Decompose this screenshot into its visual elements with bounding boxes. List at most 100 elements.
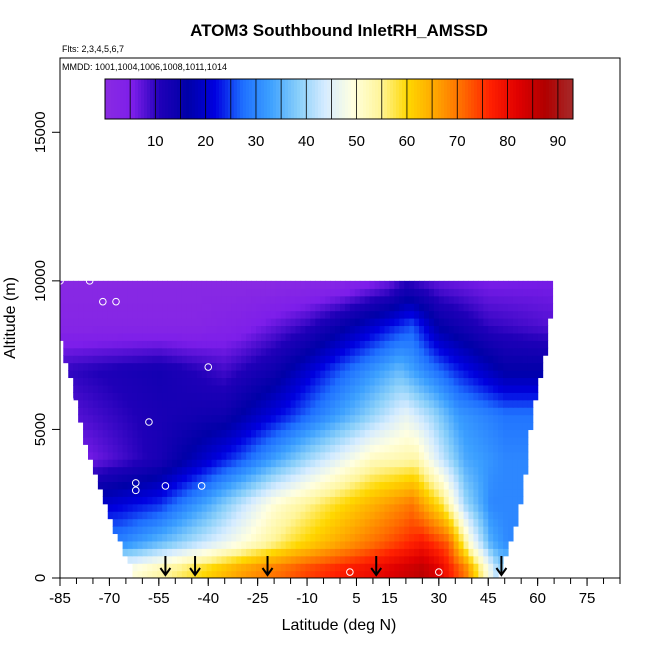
heatmap-cell — [364, 503, 371, 512]
heatmap-cell — [364, 399, 371, 408]
heatmap-cell — [295, 310, 302, 319]
heatmap-cell — [335, 280, 341, 289]
heatmap-cell — [152, 310, 158, 319]
heatmap-cell — [117, 399, 124, 408]
heatmap-cell — [211, 399, 218, 408]
colorbar-segment — [216, 79, 220, 119]
heatmap-cell — [344, 407, 351, 416]
heatmap-cell — [206, 496, 213, 505]
heatmap-cell — [428, 332, 435, 341]
heatmap-cell — [473, 392, 479, 401]
heatmap-cell — [478, 370, 484, 379]
heatmap-cell — [167, 347, 173, 356]
heatmap-cell — [305, 459, 311, 468]
heatmap-cell — [320, 310, 326, 319]
heatmap-cell — [384, 332, 391, 341]
observation-point — [369, 260, 377, 269]
heatmap-cell — [468, 466, 475, 475]
heatmap-cell — [186, 422, 193, 431]
heatmap-cell — [542, 310, 549, 319]
heatmap-cell — [409, 436, 415, 445]
heatmap-cell — [231, 310, 237, 319]
heatmap-cell — [221, 503, 227, 512]
colorbar-segment — [387, 79, 391, 119]
heatmap-cell — [438, 474, 445, 483]
heatmap-cell — [305, 548, 311, 557]
heatmap-cell — [320, 303, 326, 312]
heatmap-cell — [399, 303, 405, 312]
heatmap-cell — [231, 474, 237, 483]
heatmap-cell — [167, 436, 173, 445]
heatmap-cell — [315, 325, 321, 334]
colorbar-tick-label: 90 — [550, 133, 567, 150]
heatmap-cell — [310, 280, 316, 289]
heatmap-cell — [206, 384, 213, 393]
heatmap-cell — [231, 288, 237, 297]
heatmap-cell — [483, 563, 489, 572]
heatmap-cell — [384, 563, 391, 572]
heatmap-cell — [256, 303, 262, 312]
heatmap-cell — [399, 384, 405, 393]
heatmap-cell — [97, 362, 104, 371]
heatmap-cell — [463, 377, 470, 386]
heatmap-cell — [231, 318, 237, 327]
heatmap-cell — [216, 548, 223, 557]
heatmap-cell — [117, 451, 124, 460]
heatmap-cell — [438, 540, 445, 549]
heatmap-cell — [483, 429, 489, 438]
heatmap-cell — [260, 303, 267, 312]
heatmap-cell — [384, 384, 391, 393]
heatmap-cell — [226, 511, 232, 520]
heatmap-cell — [344, 377, 351, 386]
heatmap-cell — [290, 518, 297, 527]
heatmap-cell — [73, 355, 79, 364]
heatmap-cell — [206, 392, 213, 401]
heatmap-cell — [315, 303, 321, 312]
heatmap-cell — [295, 347, 302, 356]
heatmap-cell — [354, 399, 361, 408]
heatmap-cell — [211, 488, 218, 497]
colorbar-segment — [198, 79, 202, 119]
heatmap-cell — [404, 355, 410, 364]
heatmap-cell — [512, 362, 519, 371]
heatmap-cell — [295, 436, 302, 445]
heatmap-cell — [473, 474, 479, 483]
heatmap-cell — [186, 318, 193, 327]
heatmap-cell — [216, 474, 223, 483]
heatmap-cell — [107, 422, 114, 431]
heatmap-cell — [241, 377, 247, 386]
heatmap-cell — [443, 548, 450, 557]
heatmap-cell — [463, 303, 470, 312]
heatmap-cell — [157, 355, 163, 364]
colorbar-dividers — [129, 79, 559, 119]
heatmap-cell — [191, 280, 198, 289]
heatmap-cell — [458, 392, 465, 401]
heatmap-cell — [211, 481, 218, 490]
heatmap-cell — [231, 533, 237, 542]
heatmap-cell — [389, 325, 395, 334]
heatmap-cell — [137, 303, 143, 312]
heatmap-cell — [424, 332, 430, 341]
heatmap-cell — [508, 444, 514, 453]
heatmap-cell — [181, 318, 188, 327]
heatmap-cell — [458, 340, 465, 349]
heatmap-cell — [473, 310, 479, 319]
heatmap-cell — [275, 362, 282, 371]
heatmap-cell — [236, 399, 242, 408]
heatmap-cell — [246, 399, 252, 408]
heatmap-cell — [389, 370, 395, 379]
colorbar-segment — [183, 79, 187, 119]
heatmap-cell — [211, 362, 218, 371]
heatmap-cell — [305, 370, 311, 379]
heatmap-cell — [60, 310, 64, 319]
heatmap-cell — [394, 488, 400, 497]
heatmap-cell — [196, 518, 203, 527]
heatmap-cell — [211, 451, 218, 460]
heatmap-cell — [374, 318, 381, 327]
heatmap-cell — [112, 518, 119, 527]
heatmap-cell — [206, 481, 213, 490]
heatmap-cell — [453, 548, 460, 557]
heatmap-cell — [241, 474, 247, 483]
heatmap-cell — [211, 392, 218, 401]
heatmap-cell — [142, 295, 148, 304]
